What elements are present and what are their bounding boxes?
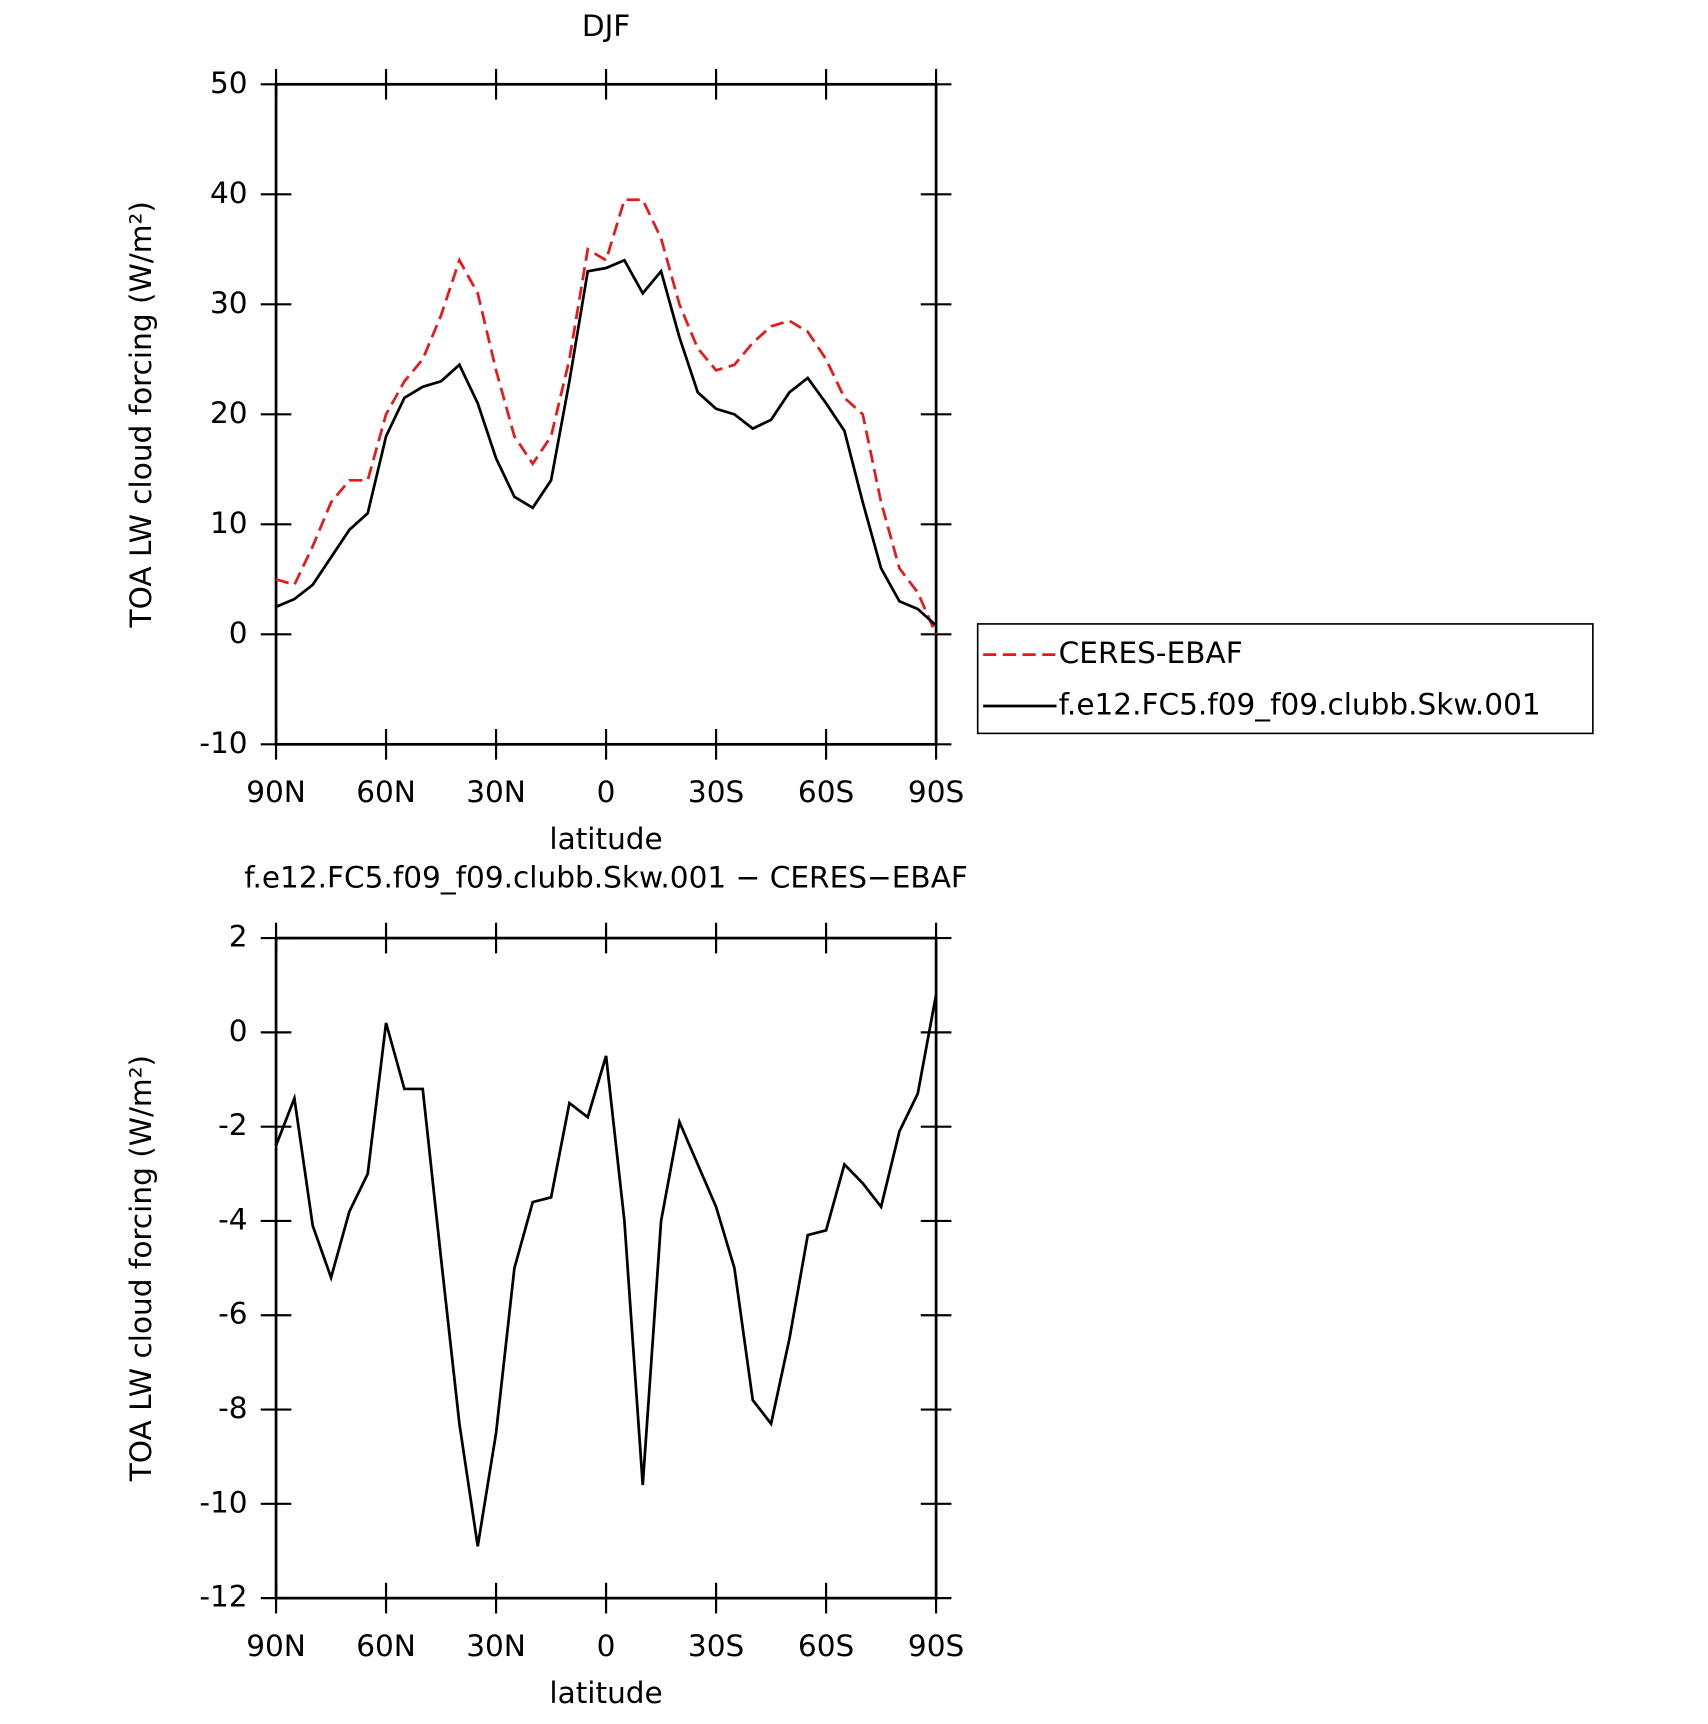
x-tick-label: 90N [246,775,306,809]
x-tick-label: 90N [246,1629,306,1663]
legend-box [976,623,1594,735]
chart-title: DJF [582,9,630,43]
x-tick-label: 60N [356,1629,416,1663]
x-tick-label: 90S [908,1629,964,1663]
y-tick-label: 20 [210,396,248,430]
y-tick-label: -2 [218,1108,247,1142]
y-tick-label: -4 [218,1202,247,1236]
x-tick-label: 0 [597,1629,616,1663]
legend-label: CERES-EBAF [1059,636,1243,670]
y-tick-label: -8 [218,1391,247,1425]
plot-frame [274,936,938,1600]
y-axis-label: TOA LW cloud forcing (W/m²) [124,1055,158,1482]
x-axis-label: latitude [549,1676,662,1710]
plot-frame [274,82,938,746]
y-tick-label: -12 [199,1580,247,1614]
y-tick-label: -10 [199,726,247,760]
x-tick-label: 0 [597,775,616,809]
x-tick-label: 30N [466,775,526,809]
x-tick-label: 30N [466,1629,526,1663]
y-axis-label: TOA LW cloud forcing (W/m²) [124,201,158,628]
y-tick-label: 10 [210,506,248,540]
x-tick-label: 60S [798,1629,854,1663]
legend-label: f.e12.FC5.f09_f09.clubb.Skw.001 [1059,688,1541,722]
data-line [275,198,938,635]
x-tick-label: 30S [688,775,744,809]
y-tick-label: 50 [210,66,248,100]
x-tick-label: 60N [356,775,416,809]
y-tick-label: -10 [199,1485,247,1519]
y-tick-label: -6 [218,1297,247,1331]
y-tick-label: 30 [210,286,248,320]
y-tick-label: 40 [210,176,248,210]
data-line [274,994,938,1547]
y-tick-label: 0 [229,1014,248,1048]
x-axis-label: latitude [549,822,662,856]
y-tick-label: 2 [229,920,248,954]
x-tick-label: 90S [908,775,964,809]
chart-title: f.e12.FC5.f09_f09.clubb.Skw.001 − CERES−… [244,860,968,894]
data-line [275,258,938,627]
x-tick-label: 30S [688,1629,744,1663]
y-tick-label: 0 [229,616,248,650]
x-tick-label: 60S [798,775,854,809]
